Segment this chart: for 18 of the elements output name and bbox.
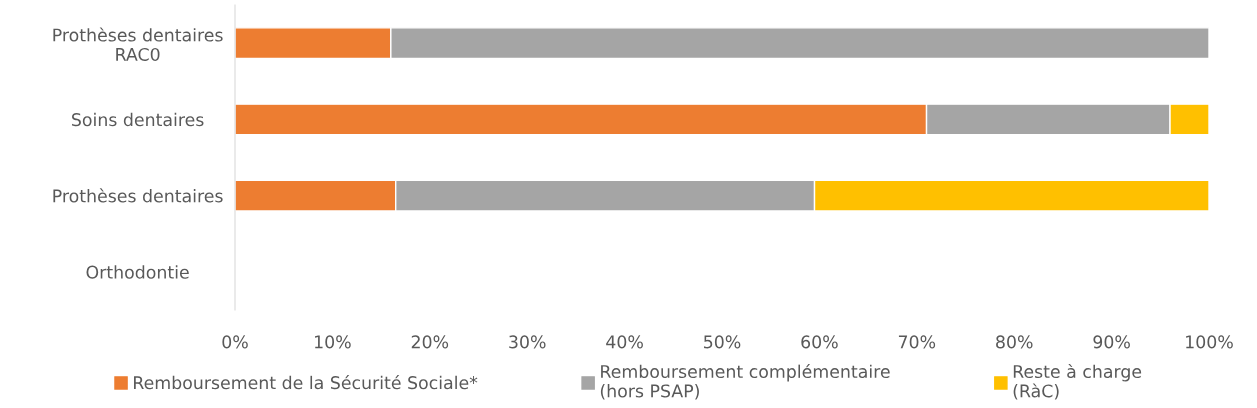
x-tick-label: 20% <box>411 335 449 349</box>
x-tick-label: 0% <box>222 335 248 349</box>
y-tick-label: Prothèses dentaires RAC0 <box>53 27 223 62</box>
x-tick-label: 70% <box>898 335 936 349</box>
x-tick-label: 100% <box>1186 335 1233 349</box>
y-tick-label: Orthodontie <box>86 265 189 279</box>
x-tick-label: 10% <box>315 335 351 349</box>
legend-label: Reste à charge (RàC) <box>1013 363 1142 400</box>
x-tick-label: 30% <box>509 335 546 349</box>
x-tick-label: 60% <box>801 335 838 349</box>
y-tick-label: Prothèses dentaires <box>53 188 223 203</box>
x-tick-label: 90% <box>1093 335 1130 349</box>
x-tick-label: 80% <box>996 335 1033 349</box>
x-tick-label: 40% <box>606 335 643 349</box>
legend-label: Remboursement complémentaire (hors PSAP) <box>600 363 890 400</box>
legend-label: Remboursement de la Sécurité Sociale* <box>134 375 478 390</box>
y-tick-label: Soins dentaires <box>72 112 204 127</box>
x-tick-label: 50% <box>704 335 741 349</box>
